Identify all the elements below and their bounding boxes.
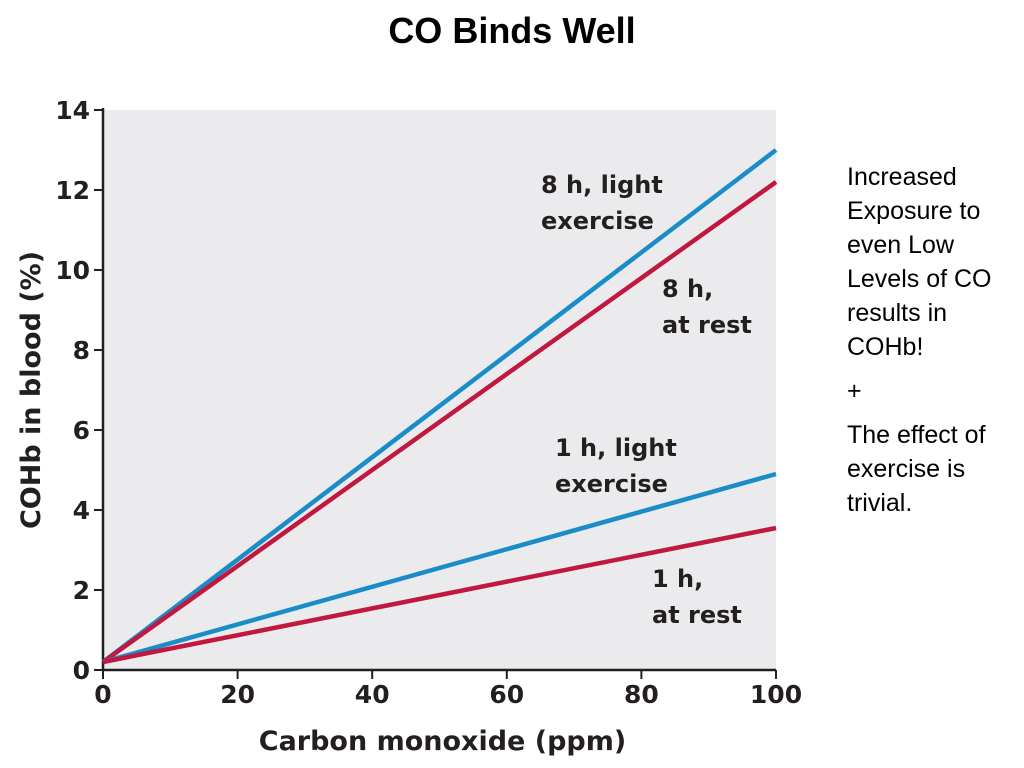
x-tick-label: 40 xyxy=(355,680,390,709)
series-line-3 xyxy=(102,471,777,665)
x-tick-label: 0 xyxy=(94,680,111,709)
y-tick-label: 10 xyxy=(55,256,90,285)
x-axis-ticks: 0 20 40 60 80 100 xyxy=(94,670,802,709)
series-lines xyxy=(101,148,778,665)
y-tick-label: 2 xyxy=(73,576,90,605)
side-note-paragraph-2: The effect of exercise is trivial. xyxy=(847,421,986,517)
x-tick-label: 20 xyxy=(220,680,255,709)
series-label-1: 8 h, light exercise xyxy=(541,171,663,235)
y-tick-label: 8 xyxy=(73,336,90,365)
y-tick-label: 12 xyxy=(55,176,90,205)
slide-title: CO Binds Well xyxy=(388,10,636,51)
side-note-plus: + xyxy=(847,377,862,405)
series-label-2: 8 h, at rest xyxy=(662,275,752,339)
series-label-3: 1 h, light exercise xyxy=(555,434,677,498)
x-tick-label: 80 xyxy=(624,680,659,709)
x-tick-label: 100 xyxy=(750,680,802,709)
y-tick-label: 0 xyxy=(73,656,90,685)
side-note-paragraph-1: Increased Exposure to even Low Levels of… xyxy=(847,163,992,361)
series-label-4: 1 h, at rest xyxy=(652,565,742,629)
y-tick-label: 6 xyxy=(73,416,90,445)
x-tick-label: 60 xyxy=(489,680,524,709)
series-line-4 xyxy=(102,525,777,665)
side-note: Increased Exposure to even Low Levels of… xyxy=(847,160,1022,530)
y-axis-ticks: 0 2 4 6 8 10 12 14 xyxy=(55,96,103,685)
series-labels: 8 h, light exercise 8 h, at rest 1 h, light e… xyxy=(541,171,752,629)
series-line-2 xyxy=(101,180,778,664)
series-line-1 xyxy=(101,148,778,664)
y-tick-label: 14 xyxy=(55,96,90,125)
axes xyxy=(101,108,776,672)
x-axis-title: Carbon monoxide (ppm) xyxy=(259,726,626,757)
y-tick-label: 4 xyxy=(73,496,90,525)
y-axis-title: COHb in blood (%) xyxy=(16,251,47,529)
